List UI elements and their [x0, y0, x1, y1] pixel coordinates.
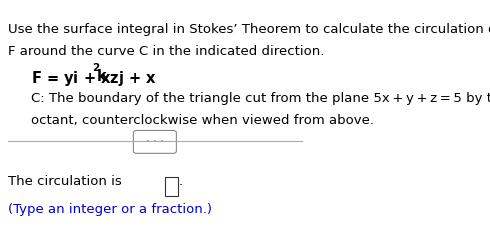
- FancyBboxPatch shape: [133, 131, 176, 153]
- Text: .: .: [178, 175, 183, 188]
- Text: k: k: [97, 69, 106, 84]
- Text: The circulation is: The circulation is: [7, 175, 122, 188]
- Text: C: The boundary of the triangle cut from the plane 5x + y + z = 5 by the first: C: The boundary of the triangle cut from…: [30, 92, 490, 105]
- Text: octant, counterclockwise when viewed from above.: octant, counterclockwise when viewed fro…: [30, 113, 373, 127]
- Text: 2: 2: [92, 63, 99, 73]
- Text: · · ·: · · ·: [146, 136, 164, 146]
- Text: F around the curve C in the indicated direction.: F around the curve C in the indicated di…: [7, 45, 324, 58]
- Text: $\mathbf{F}$ = yi + xzj + x: $\mathbf{F}$ = yi + xzj + x: [30, 69, 157, 88]
- Text: (Type an integer or a fraction.): (Type an integer or a fraction.): [7, 203, 212, 216]
- Text: Use the surface integral in Stokes’ Theorem to calculate the circulation of the : Use the surface integral in Stokes’ Theo…: [7, 23, 490, 36]
- FancyBboxPatch shape: [165, 177, 178, 196]
